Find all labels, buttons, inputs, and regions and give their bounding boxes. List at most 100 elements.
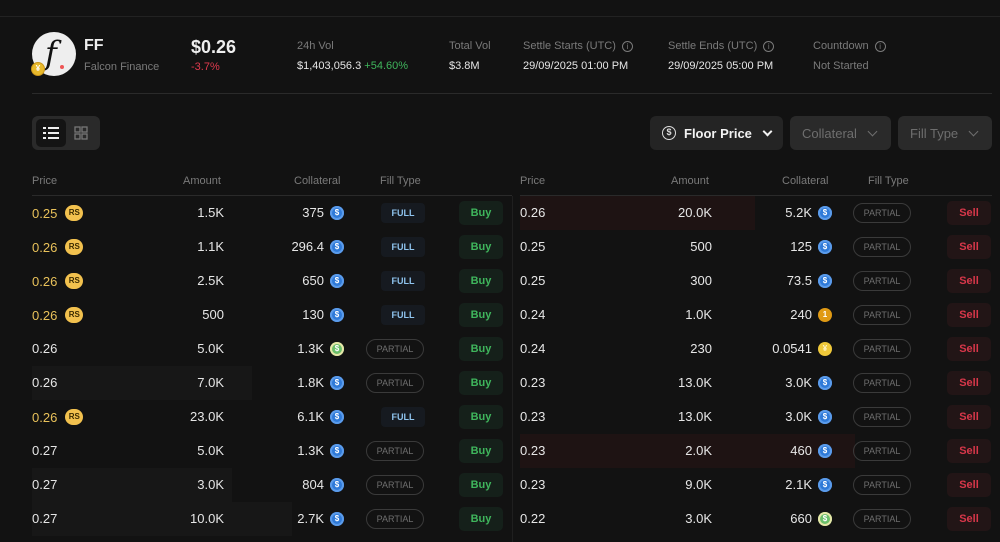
order-row[interactable]: 0.25 500 125 $ PARTIAL Sell — [520, 230, 992, 264]
table-header: Price Amount Collateral Fill Type — [32, 170, 512, 196]
buy-rows: 0.25 RS 1.5K 375 $ FULL Buy 0.26 RS 1.1K 296.4 $ FUL… — [32, 196, 512, 536]
header-divider — [32, 93, 992, 94]
info-icon[interactable]: i — [763, 40, 775, 52]
collateral-value: 130 — [302, 307, 324, 322]
price-value: 0.27 — [32, 511, 58, 526]
usdc-coin-icon: $ — [330, 443, 344, 458]
order-row[interactable]: 0.27 10.0K 2.7K $ PARTIAL Buy — [32, 502, 512, 536]
sell-button[interactable]: Sell — [947, 371, 991, 395]
order-row[interactable]: 0.23 13.0K 3.0K $ PARTIAL Sell — [520, 400, 992, 434]
token-logo: f ¥ — [31, 32, 76, 76]
buy-button[interactable]: Buy — [459, 337, 503, 361]
usdc-coin-icon: $ — [330, 239, 344, 254]
usdc-coin-icon: $ — [330, 205, 344, 220]
order-row[interactable]: 0.26 RS 2.5K 650 $ FULL Buy — [32, 264, 512, 298]
fill-type-badge: PARTIAL — [853, 271, 911, 291]
order-row[interactable]: 0.26 RS 500 130 $ FULL Buy — [32, 298, 512, 332]
buy-button[interactable]: Buy — [459, 507, 503, 531]
order-row[interactable]: 0.25 RS 1.5K 375 $ FULL Buy — [32, 196, 512, 230]
sell-button[interactable]: Sell — [947, 405, 991, 429]
sell-button[interactable]: Sell — [947, 235, 991, 259]
order-row[interactable]: 0.23 13.0K 3.0K $ PARTIAL Sell — [520, 366, 992, 400]
sell-button[interactable]: Sell — [947, 201, 991, 225]
usdc-coin-icon: $ — [330, 409, 344, 424]
price-change: -3.7% — [191, 61, 220, 73]
order-row[interactable]: 0.26 20.0K 5.2K $ PARTIAL Sell — [520, 196, 992, 230]
sell-button[interactable]: Sell — [947, 439, 991, 463]
buy-button[interactable]: Buy — [459, 235, 503, 259]
buy-button[interactable]: Buy — [459, 371, 503, 395]
order-row[interactable]: 0.24 1.0K 240 1 PARTIAL Sell — [520, 298, 992, 332]
usdt-coin-icon: $ — [330, 341, 344, 356]
collateral-dropdown[interactable]: Collateral — [790, 116, 891, 150]
collateral-value: 0.0541 — [772, 341, 812, 356]
order-amount: 3.0K — [197, 477, 224, 492]
order-amount: 500 — [690, 239, 712, 254]
order-collateral: 5.2K $ — [720, 205, 832, 220]
collateral-value: 1.8K — [297, 375, 324, 390]
order-price: 0.23 — [520, 409, 545, 424]
buy-button[interactable]: Buy — [459, 269, 503, 293]
order-row[interactable]: 0.24 230 0.0541 ¥ PARTIAL Sell — [520, 332, 992, 366]
token-name: Falcon Finance — [84, 61, 160, 73]
stat-value: 29/09/2025 05:00 PM — [668, 60, 774, 72]
grid-view-button[interactable] — [66, 119, 96, 147]
chevron-down-icon — [762, 126, 773, 136]
buy-button[interactable]: Buy — [459, 201, 503, 225]
order-row[interactable]: 0.27 3.0K 804 $ PARTIAL Buy — [32, 468, 512, 502]
order-row[interactable]: 0.26 RS 23.0K 6.1K $ FULL Buy — [32, 400, 512, 434]
order-row[interactable]: 0.27 5.0K 1.3K $ PARTIAL Buy — [32, 434, 512, 468]
usdc-coin-icon: $ — [330, 375, 344, 390]
sell-button[interactable]: Sell — [947, 337, 991, 361]
order-amount: 13.0K — [678, 409, 712, 424]
collateral-value: 73.5 — [786, 273, 812, 288]
fill-type-badge: FULL — [381, 305, 425, 325]
order-price: 0.24 — [520, 341, 545, 356]
order-row[interactable]: 0.25 300 73.5 $ PARTIAL Sell — [520, 264, 992, 298]
order-row[interactable]: 0.26 7.0K 1.8K $ PARTIAL Buy — [32, 366, 512, 400]
order-row[interactable]: 0.26 RS 1.1K 296.4 $ FULL Buy — [32, 230, 512, 264]
sell-button[interactable]: Sell — [947, 303, 991, 327]
order-price: 0.22 — [520, 511, 545, 526]
order-row[interactable]: 0.22 3.0K 660 $ PARTIAL Sell — [520, 502, 992, 536]
order-collateral: 650 $ — [232, 273, 344, 288]
buy-button[interactable]: Buy — [459, 473, 503, 497]
order-amount: 2.0K — [685, 443, 712, 458]
price-value: 0.23 — [520, 477, 546, 492]
fill-type-badge: PARTIAL — [366, 441, 424, 461]
fill-type-badge: PARTIAL — [853, 441, 911, 461]
floor-price-dropdown[interactable]: $ Floor Price — [650, 116, 783, 150]
order-amount: 230 — [690, 341, 712, 356]
col-fill-type: Fill Type — [868, 175, 909, 187]
order-row[interactable]: 0.23 9.0K 2.1K $ PARTIAL Sell — [520, 468, 992, 502]
stat-countdown: Countdown i Not Started — [813, 40, 886, 72]
order-collateral: 375 $ — [232, 205, 344, 220]
fill-type-dropdown[interactable]: Fill Type — [898, 116, 992, 150]
list-view-button[interactable] — [36, 119, 66, 147]
sell-button[interactable]: Sell — [947, 507, 991, 531]
order-price: 0.26 RS — [32, 307, 84, 323]
order-row[interactable]: 0.23 2.0K 460 $ PARTIAL Sell — [520, 434, 992, 468]
buy-button[interactable]: Buy — [459, 303, 503, 327]
order-amount: 13.0K — [678, 375, 712, 390]
order-price: 0.26 RS — [32, 409, 84, 425]
order-collateral: 0.0541 ¥ — [720, 341, 832, 356]
buy-button[interactable]: Buy — [459, 405, 503, 429]
order-row[interactable]: 0.26 5.0K 1.3K $ PARTIAL Buy — [32, 332, 512, 366]
price-value: 0.23 — [520, 443, 546, 458]
grid-icon — [74, 126, 88, 140]
info-icon[interactable]: i — [621, 40, 633, 52]
rs-badge: RS — [65, 205, 84, 221]
order-amount: 3.0K — [685, 511, 712, 526]
fill-type-badge: PARTIAL — [853, 339, 911, 359]
usdc-coin-icon: $ — [818, 239, 832, 254]
sell-button[interactable]: Sell — [947, 269, 991, 293]
price-value: 0.24 — [520, 341, 546, 356]
sell-button[interactable]: Sell — [947, 473, 991, 497]
price-value: 0.26 — [32, 341, 58, 356]
order-price: 0.24 — [520, 307, 545, 322]
buy-button[interactable]: Buy — [459, 439, 503, 463]
order-collateral: 460 $ — [720, 443, 832, 458]
buy-orders-table: Price Amount Collateral Fill Type 0.25 RS… — [32, 170, 512, 536]
info-icon[interactable]: i — [874, 40, 886, 52]
